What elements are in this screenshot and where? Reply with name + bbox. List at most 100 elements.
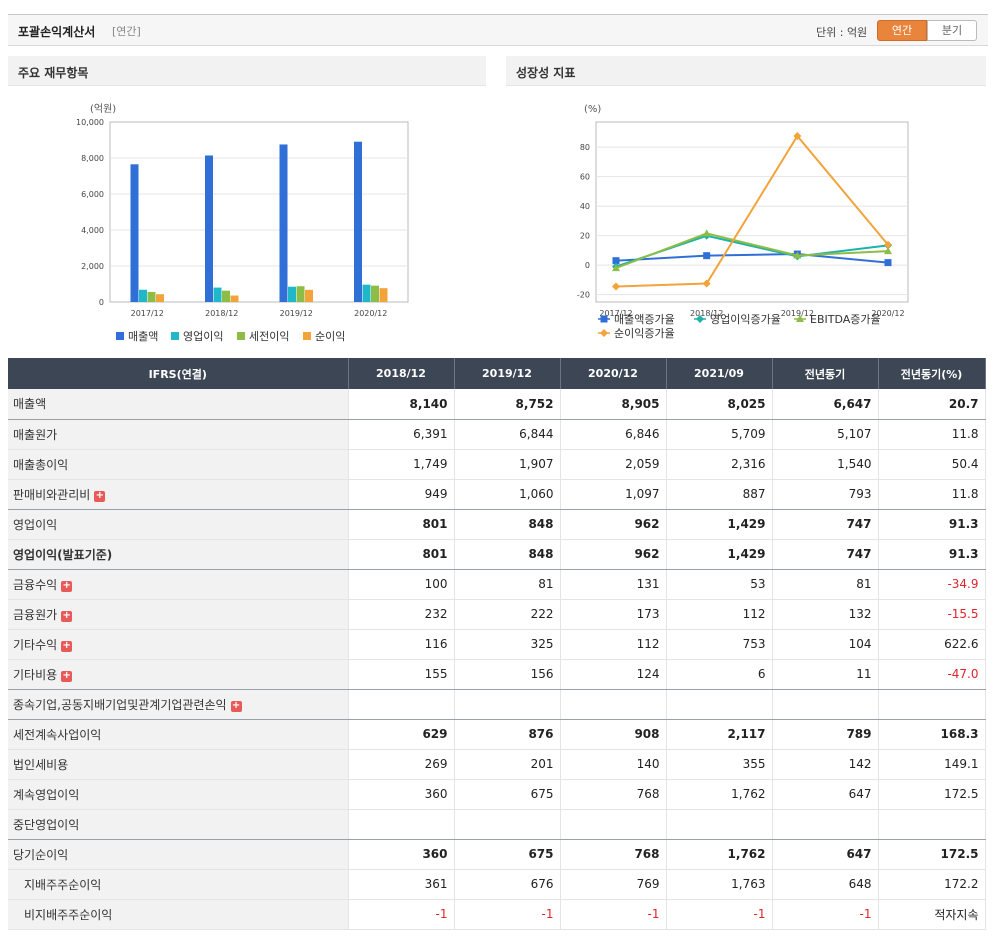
- expand-plus-icon[interactable]: +: [230, 699, 242, 712]
- table-cell: 81: [772, 569, 879, 600]
- table-cell: 91.3: [878, 509, 986, 540]
- expand-plus-icon[interactable]: +: [61, 609, 73, 622]
- table-cell: 793: [772, 479, 879, 510]
- bar-legend-label: 순이익: [315, 330, 345, 343]
- line-x-tick-label: 2017/12: [599, 309, 632, 318]
- bar-y-tick-label: 2,000: [81, 262, 104, 271]
- table-cell: [772, 689, 879, 720]
- row-label[interactable]: 기타비용 +: [8, 659, 349, 690]
- expand-plus-icon[interactable]: +: [61, 639, 73, 652]
- line-legend-label: 순이익증가율: [614, 327, 675, 340]
- unit-label: 단위 : 억원: [816, 26, 868, 39]
- table-cell: 648: [772, 869, 879, 900]
- table-cell: -15.5: [878, 599, 986, 630]
- bar-3: [222, 290, 230, 302]
- key-financials-panel: 주요 재무항목 (억원) 0 2,000 4,000 6,000 8,000 10,000 2…: [8, 56, 486, 352]
- table-cell: [666, 689, 773, 720]
- table-cell: -1: [454, 899, 561, 930]
- table-cell: 149.1: [878, 749, 986, 780]
- table-row: 당기순이익 360 675 768 1,762 647 172.5: [8, 839, 986, 870]
- table-cell: 201: [454, 749, 561, 780]
- table-cell: 1,429: [666, 539, 773, 570]
- table-cell: 1,097: [560, 479, 667, 510]
- table-row: 판매비와관리비 +949 1,060 1,097 887 793 11.8: [8, 479, 986, 510]
- key-financials-bar-chart: (억원) 0 2,000 4,000 6,000 8,000 10,000 2017/12 20…: [76, 103, 409, 343]
- bar-y-tick-label: 6,000: [81, 190, 104, 199]
- table-cell: 20.7: [878, 389, 986, 420]
- line-x-tick-label: 2019/12: [781, 309, 814, 318]
- table-cell: 6,391: [348, 419, 455, 450]
- growth-panel: 성장성 지표 (%) -20 0 20 40 60 80 2017/12 2018/12 2019…: [506, 56, 986, 352]
- table-cell: 801: [348, 539, 455, 570]
- table-cell: 622.6: [878, 629, 986, 660]
- table-row: 지배주주순이익 361 676 769 1,763 648 172.2: [8, 869, 986, 900]
- line-point-4: [793, 132, 802, 141]
- line-x-tick-label: 2020/12: [871, 309, 904, 318]
- row-label[interactable]: 금융원가 +: [8, 599, 349, 630]
- table-cell: 8,140: [348, 389, 455, 420]
- table-cell: 116: [348, 629, 455, 660]
- bar-4: [230, 295, 239, 302]
- bar-chart-unit-label: (억원): [90, 103, 116, 115]
- table-cell: 104: [772, 629, 879, 660]
- table-cell: 962: [560, 539, 667, 570]
- table-row: 중단영업이익: [8, 809, 986, 840]
- table-row: 매출총이익 1,749 1,907 2,059 2,316 1,540 50.4: [8, 449, 986, 480]
- table-cell: [772, 809, 879, 840]
- row-label[interactable]: 판매비와관리비 +: [8, 479, 349, 510]
- line-series-3: [615, 232, 889, 269]
- line-x-tick-label: 2018/12: [690, 309, 723, 318]
- row-label[interactable]: 기타수익 +: [8, 629, 349, 660]
- row-label: 법인세비용: [8, 749, 349, 780]
- table-row: 종속기업,공동지배기업및관계기업관련손익 +: [8, 689, 986, 720]
- table-cell: 1,749: [348, 449, 455, 480]
- expand-plus-icon[interactable]: +: [61, 669, 73, 682]
- expand-plus-icon[interactable]: +: [61, 579, 73, 592]
- line-y-tick-label: 40: [580, 202, 590, 211]
- table-cell: [666, 809, 773, 840]
- bar-y-tick-label: 8,000: [81, 154, 104, 163]
- table-cell: 908: [560, 719, 667, 750]
- line-legend-label: 매출액증가율: [614, 313, 675, 326]
- line-legend-marker: [600, 315, 608, 323]
- table-cell: 1,762: [666, 839, 773, 870]
- key-financials-title: 주요 재무항목: [8, 56, 486, 86]
- table-cell: 747: [772, 539, 879, 570]
- table-cell: 269: [348, 749, 455, 780]
- bar-legend-swatch: [171, 332, 179, 340]
- bar-1: [205, 155, 213, 302]
- table-column-header: 2021/09: [666, 358, 773, 389]
- quarter-toggle-button[interactable]: 분기: [927, 20, 977, 41]
- table-cell: 675: [454, 779, 561, 810]
- table-cell: 173: [560, 599, 667, 630]
- line-y-tick-label: 20: [580, 232, 590, 241]
- line-point-1: [884, 259, 892, 267]
- table-cell: 769: [560, 869, 667, 900]
- table-column-header: 2018/12: [348, 358, 455, 389]
- table-cell: 1,907: [454, 449, 561, 480]
- table-row: 비지배주주순이익 -1 -1 -1 -1 -1 적자지속: [8, 899, 986, 930]
- expand-plus-icon[interactable]: +: [94, 489, 106, 502]
- table-cell: 156: [454, 659, 561, 690]
- table-cell: [560, 689, 667, 720]
- row-label: 당기순이익: [8, 839, 349, 870]
- table-cell: 50.4: [878, 449, 986, 480]
- table-cell: 768: [560, 779, 667, 810]
- row-label[interactable]: 종속기업,공동지배기업및관계기업관련손익 +: [8, 689, 349, 720]
- table-cell: 1,429: [666, 509, 773, 540]
- bar-x-tick-label: 2017/12: [131, 309, 164, 318]
- table-cell: 325: [454, 629, 561, 660]
- table-cell: 1,060: [454, 479, 561, 510]
- bar-legend-swatch: [303, 332, 311, 340]
- bar-legend-swatch: [237, 332, 245, 340]
- bar-legend-label: 영업이익: [183, 330, 223, 343]
- table-cell: 100: [348, 569, 455, 600]
- table-cell: 887: [666, 479, 773, 510]
- line-plot-area: [595, 121, 909, 303]
- table-cell: 81: [454, 569, 561, 600]
- row-label[interactable]: 금융수익 +: [8, 569, 349, 600]
- table-cell: 112: [560, 629, 667, 660]
- annual-toggle-button[interactable]: 연간: [877, 20, 927, 41]
- bar-legend-swatch: [116, 332, 124, 340]
- table-cell: 11.8: [878, 419, 986, 450]
